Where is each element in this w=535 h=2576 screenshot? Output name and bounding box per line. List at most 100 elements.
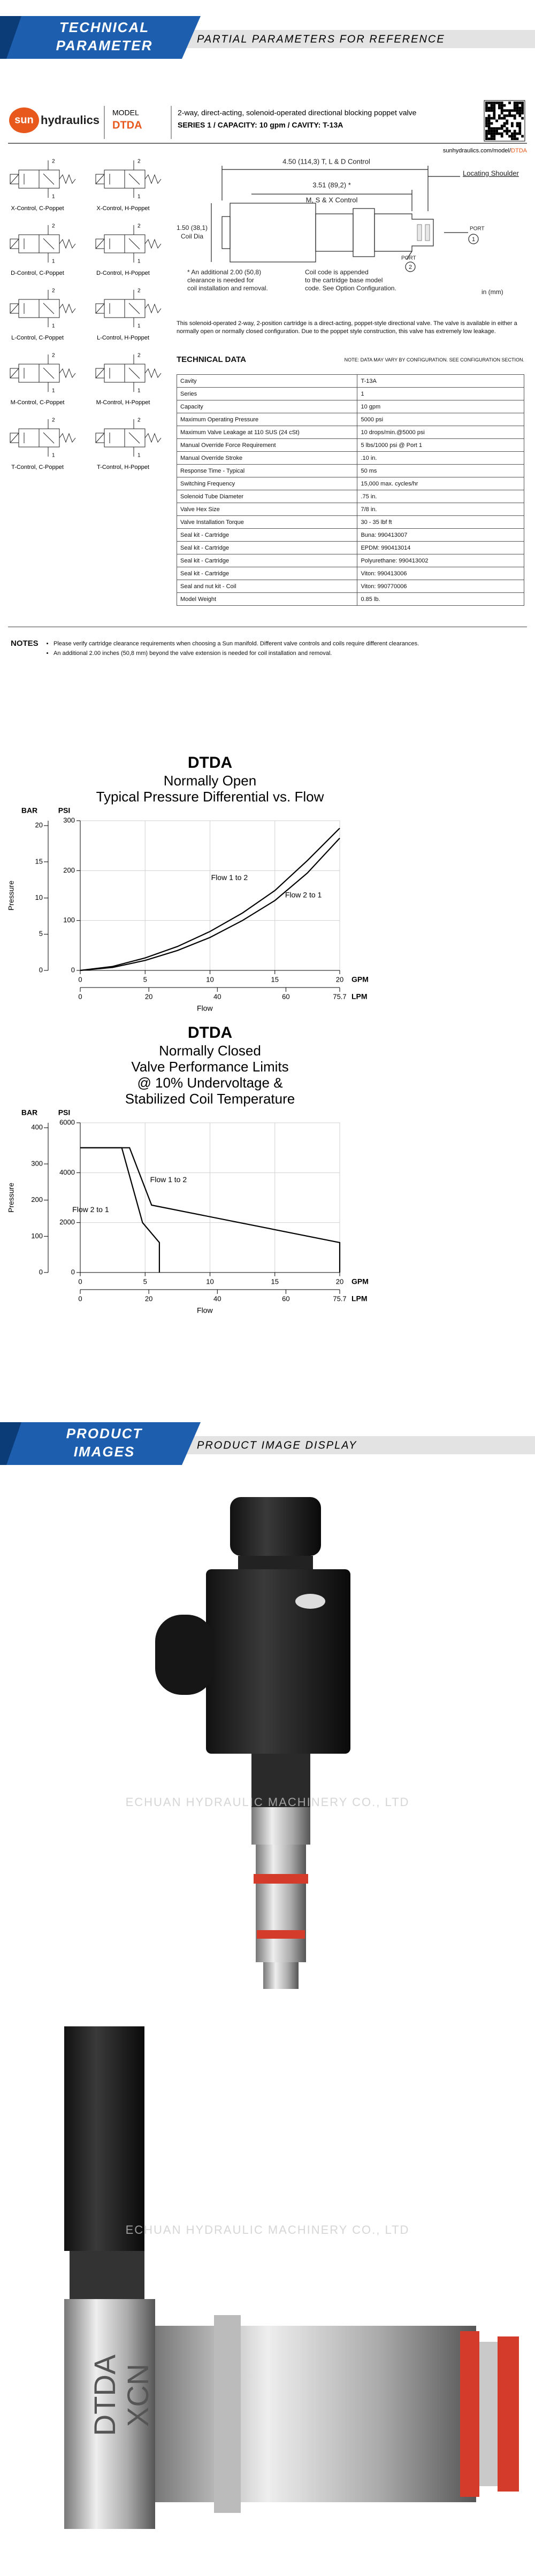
dimension-text: 1.50 (38,1) [177, 224, 208, 232]
spring [59, 238, 76, 249]
watermark: ECHUAN HYDRAULIC MACHINERY CO., LTD [126, 1795, 410, 1809]
o-ring [257, 1930, 305, 1939]
y-tick-label: 300 [63, 816, 75, 824]
x-tick-label: 20 [336, 975, 343, 983]
qr-cell [518, 132, 522, 135]
valve-symbol [10, 354, 76, 392]
qr-cell [490, 117, 493, 120]
spring [59, 174, 76, 184]
table-cell: Model Weight [176, 592, 358, 606]
qr-cell [508, 114, 511, 117]
table-cell: Seal kit - Cartridge [176, 528, 358, 542]
symbol-box [124, 169, 146, 189]
datasheet-header: sun hydraulics MODEL DTDA 2-way, direct-… [8, 100, 528, 154]
qr-cell [513, 106, 516, 110]
port-circle [468, 234, 479, 244]
y2-tick-label: 200 [31, 1196, 43, 1204]
table-row: Switching Frequency 15,000 max. cycles/hr [176, 477, 524, 490]
port-circle [405, 261, 416, 272]
qr-cell [511, 125, 514, 127]
valve-symbol [10, 225, 76, 263]
symbol-box [18, 169, 40, 189]
table-cell: Valve Hex Size [176, 503, 358, 516]
cartridge [155, 2326, 476, 2502]
symbol-box [39, 299, 60, 318]
y2-tick-label: 0 [39, 966, 43, 974]
dimension-text: M, S & X Control [306, 196, 358, 204]
spring [59, 303, 76, 314]
banner-title: IMAGES [74, 1444, 135, 1460]
notes-list: Please verify cartridge clearance requir… [43, 641, 524, 660]
qr-cell [506, 132, 509, 135]
symbol-box [104, 169, 125, 189]
qr-cell [516, 125, 519, 127]
qr-cell [485, 106, 488, 110]
qr-cell [511, 132, 514, 135]
qr-cell [485, 122, 488, 125]
table-row: Seal kit - Cartridge Polyurethane: 990413… [176, 554, 524, 567]
url-base: sunhydraulics.com/model/ [443, 148, 511, 154]
table-cell: 50 ms [357, 464, 524, 477]
y2-tick-label: 400 [31, 1123, 43, 1131]
qr-cell [498, 127, 501, 130]
spring [144, 433, 162, 443]
table-cell: Solenoid Tube Diameter [176, 490, 358, 503]
banner-title: PARAMETER [56, 37, 153, 53]
qr-cell [495, 127, 498, 130]
x2-unit: LPM [351, 992, 368, 1001]
table-cell: T-13A [357, 374, 524, 388]
solenoid-slash [95, 238, 105, 249]
port-number: 1 [137, 453, 141, 459]
qr-cell [490, 127, 493, 130]
qr-cell [487, 117, 491, 120]
table-row: Seal kit - Cartridge EPDM: 990413014 [176, 541, 524, 554]
table-cell: Maximum Operating Pressure [176, 413, 358, 426]
symbol-box [39, 364, 60, 383]
table-cell: .75 in. [357, 490, 524, 503]
qr-cell [511, 109, 514, 112]
qr-cell [503, 122, 506, 125]
qr-cell [508, 109, 511, 112]
technical-data-table: Cavity T-13A Series 1 Capacity 10 gpm Maximum … [176, 374, 524, 606]
y2-tick-label: 20 [35, 821, 43, 829]
o-ring [254, 1874, 308, 1884]
description: This solenoid-operated 2-way, 2-position… [177, 320, 517, 335]
table-cell: Valve Installation Torque [176, 515, 358, 529]
qr-cell [518, 129, 522, 133]
qr-cell [495, 119, 498, 122]
part-marking: XCN [121, 2364, 155, 2427]
units: in (mm) [482, 288, 503, 296]
x-tick-label: 15 [271, 1277, 279, 1285]
qr-cell [521, 112, 524, 114]
qr-cell [511, 135, 514, 138]
symbol-line [43, 303, 55, 314]
symbol-line [128, 173, 140, 185]
solenoid [95, 174, 105, 184]
qr-cell [485, 137, 488, 140]
symbol-box [124, 299, 146, 318]
solenoid [95, 303, 105, 314]
port-number: 2 [137, 159, 141, 165]
table-row: Series 1 [176, 387, 524, 400]
symbol-box [39, 428, 60, 448]
qr-cell [506, 129, 509, 133]
qr-cell [503, 117, 506, 120]
symbol-label: M-Control, C-Poppet [11, 399, 65, 406]
port-label: PORT [470, 226, 485, 232]
y-tick-label: 4000 [59, 1168, 75, 1176]
o-ring [498, 2336, 519, 2492]
qr-cell [490, 132, 493, 135]
table-cell: Buna: 990413007 [357, 528, 524, 542]
x2-tick-label: 60 [282, 992, 289, 1000]
table-row: Valve Hex Size 7/8 in. [176, 503, 524, 516]
valve-symbol [95, 419, 162, 457]
qr-cell [513, 135, 516, 138]
qr-cell [493, 137, 496, 140]
x2-unit: LPM [351, 1294, 368, 1303]
symbol-grid: 2 1 X-Control, C-Poppet 2 1 X-Control, H-Popp… [10, 159, 162, 471]
qr-cell [506, 109, 509, 112]
port-number: 2 [52, 288, 55, 294]
x2-tick-label: 75.7 [333, 1294, 346, 1302]
port-number: 2 [137, 223, 141, 229]
